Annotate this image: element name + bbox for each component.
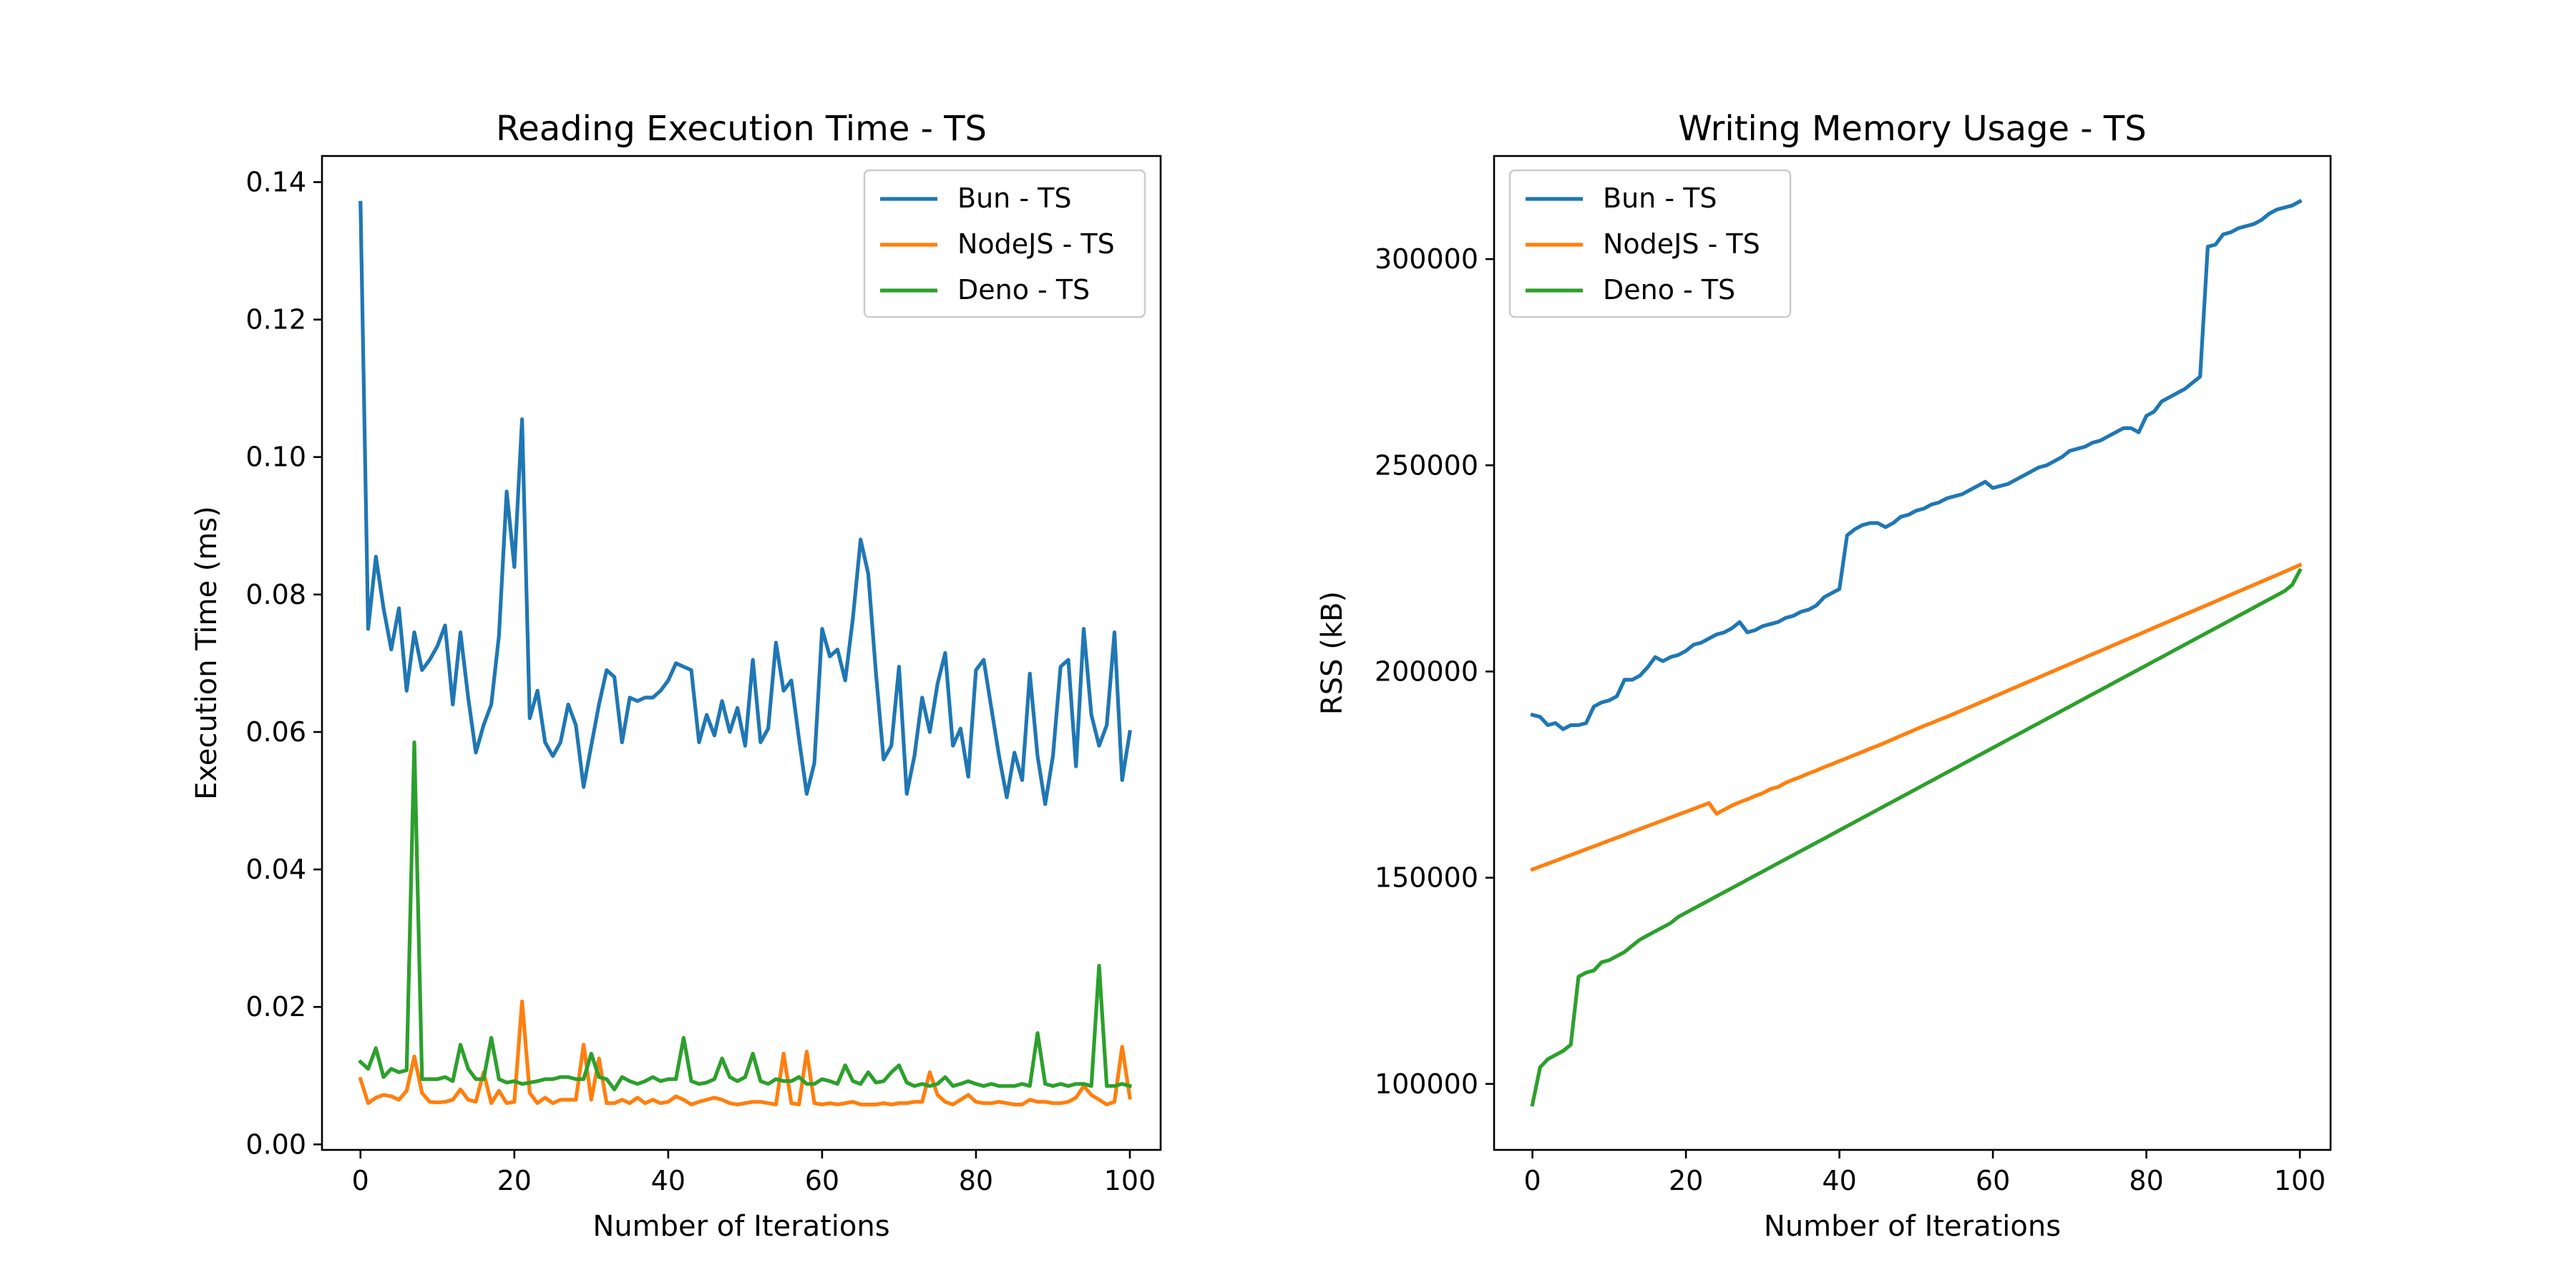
writing-x-tick-label: 80 [2129,1165,2163,1196]
writing-memory-usage-chart: Writing Memory Usage - TS 0 20 40 60 80 100 100… [1316,109,2332,1243]
writing-legend-label-nodejs-ts: NodeJS - TS [1603,228,1760,260]
writing-series-line-bun-ts [1530,198,2303,731]
reading-y-tick-label: 0.00 [245,1128,306,1160]
reading-legend-label-bun-ts: Bun - TS [957,182,1071,214]
reading-x-axis-label: Number of Iterations [592,1210,889,1243]
reading-y-tick-label: 0.10 [245,441,306,473]
reading-series-line-bun-ts [358,200,1132,806]
reading-x-tick-label: 80 [959,1165,993,1196]
reading-x-tick-label: 0 [352,1165,369,1196]
writing-y-axis-label: RSS (kB) [1316,591,1349,715]
reading-execution-time-chart: Reading Execution Time - TS 0 20 40 60 80 100 0… [190,109,1162,1243]
reading-y-axis-label: Execution Time (ms) [190,506,223,800]
writing-legend-label-deno-ts: Deno - TS [1603,274,1735,306]
writing-x-tick-label: 60 [1976,1165,2010,1196]
writing-axes-frame [1493,155,2332,1151]
reading-y-tick-label: 0.06 [245,716,306,748]
reading-legend: Bun - TS NodeJS - TS Deno - TS [863,169,1146,318]
reading-axes-frame [321,155,1162,1151]
reading-y-tick-label: 0.02 [245,991,306,1023]
reading-y-tick-label: 0.08 [245,579,306,610]
writing-series-group [1530,198,2303,1107]
writing-y-tick-label: 250000 [1375,449,1478,481]
writing-x-axis-label: Number of Iterations [1764,1210,2061,1243]
reading-chart-title: Reading Execution Time - TS [496,109,987,149]
writing-y-tick-label: 150000 [1375,862,1478,894]
writing-y-tick-label: 100000 [1375,1068,1478,1100]
writing-chart-title: Writing Memory Usage - TS [1678,109,2146,149]
reading-x-tick-label: 40 [651,1165,686,1196]
writing-y-tick-label: 200000 [1375,655,1478,687]
writing-series-line-deno-ts [1530,567,2303,1107]
reading-y-tick-label: 0.14 [245,167,306,198]
writing-legend: Bun - TS NodeJS - TS Deno - TS [1508,169,1792,318]
reading-x-tick-label: 100 [1104,1165,1156,1196]
reading-series-group [358,200,1133,1107]
reading-series-line-deno-ts [358,740,1133,1092]
reading-legend-box [863,169,1146,318]
writing-x-tick-label: 40 [1822,1165,1856,1196]
writing-y-tick-label: 300000 [1375,243,1478,275]
reading-x-tick-label: 60 [805,1165,839,1196]
writing-x-tick-label: 0 [1524,1165,1541,1196]
writing-series-line-nodejs-ts [1530,562,2303,872]
reading-y-tick-label: 0.12 [245,304,306,336]
reading-x-tick-label: 20 [497,1165,532,1196]
reading-series-line-nodejs-ts [358,999,1132,1107]
writing-x-tick-label: 20 [1669,1165,1703,1196]
reading-legend-label-nodejs-ts: NodeJS - TS [957,228,1115,260]
reading-y-tick-label: 0.04 [245,854,306,885]
writing-x-tick-label: 100 [2274,1165,2326,1196]
writing-legend-box [1508,169,1792,318]
reading-legend-label-deno-ts: Deno - TS [957,274,1090,306]
writing-legend-label-bun-ts: Bun - TS [1603,182,1717,214]
